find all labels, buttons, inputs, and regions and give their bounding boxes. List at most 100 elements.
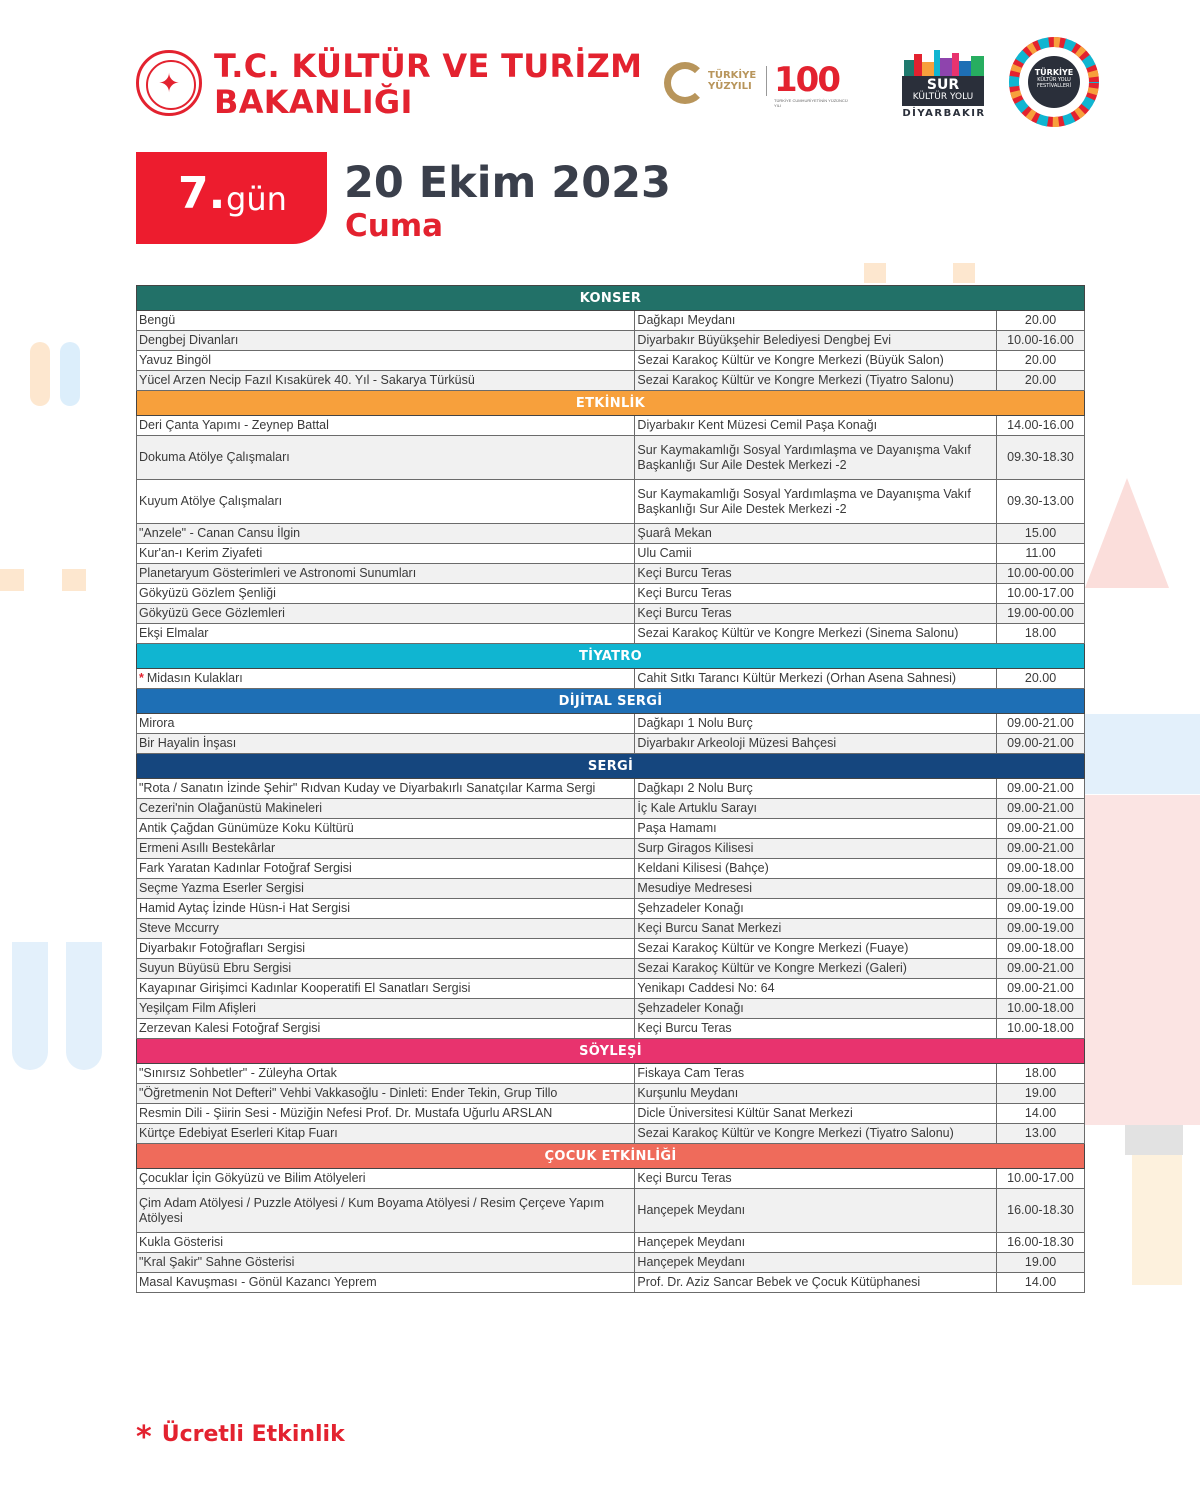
section-header-row: ETKİNLİK	[136, 390, 1085, 416]
section-title: SERGİ	[136, 753, 1085, 779]
event-row: Masal Kavuşması - Gönül Kazancı Yeprem Pr…	[135, 1272, 1085, 1293]
event-venue: Sezai Karakoç Kültür ve Kongre Merkezi (…	[634, 938, 998, 959]
event-name-cell: Masal Kavuşması - Gönül Kazancı Yeprem	[135, 1272, 636, 1293]
event-name-cell: * Midasın Kulakları	[135, 668, 636, 689]
event-name: Dokuma Atölye Çalışmaları	[139, 450, 290, 464]
event-name: Yavuz Bingöl	[139, 353, 212, 367]
decorative-block	[1125, 1125, 1183, 1155]
event-name-cell: Dokuma Atölye Çalışmaları	[135, 435, 636, 480]
event-name: Yeşilçam Film Afişleri	[139, 1001, 256, 1015]
event-row: Steve Mccurry Keçi Burcu Sanat Merkezi 09.…	[135, 918, 1085, 939]
event-time: 09.00-21.00	[996, 958, 1085, 979]
section-title: SÖYLEŞİ	[136, 1038, 1085, 1064]
event-row: Suyun Büyüsü Ebru Sergisi Sezai Karakoç K…	[135, 958, 1085, 979]
event-venue: Sezai Karakoç Kültür ve Kongre Merkezi (…	[634, 623, 998, 644]
event-row: Bir Hayalin İnşası Diyarbakır Arkeoloji M…	[135, 733, 1085, 754]
event-name-cell: "Anzele" - Canan Cansu İlgin	[135, 523, 636, 544]
event-venue: Yenikapı Caddesi No: 64	[634, 978, 998, 999]
decorative-arch	[12, 942, 48, 1070]
event-name-cell: Suyun Büyüsü Ebru Sergisi	[135, 958, 636, 979]
turkiye-yuzyili-logo: TÜRKİYE YÜZYILI 100 TÜRKİYE CUMHURİYETİN…	[664, 60, 848, 108]
event-venue: Keçi Burcu Teras	[634, 603, 998, 624]
event-row: Çim Adam Atölyesi / Puzzle Atölyesi / Ku…	[135, 1188, 1085, 1233]
event-venue: Hançepek Meydanı	[634, 1252, 998, 1273]
decorative-pill	[30, 342, 50, 406]
section-header-row: SERGİ	[136, 753, 1085, 779]
event-name-cell: Yeşilçam Film Afişleri	[135, 998, 636, 1019]
event-name: Zerzevan Kalesi Fotoğraf Sergisi	[139, 1021, 321, 1035]
event-venue: Sur Kaymakamlığı Sosyal Yardımlaşma ve D…	[634, 435, 998, 480]
event-weekday: Cuma	[345, 208, 444, 244]
event-venue: Şehzadeler Konağı	[634, 898, 998, 919]
event-name: Deri Çanta Yapımı - Zeynep Battal	[139, 418, 329, 432]
event-name: Kürtçe Edebiyat Eserleri Kitap Fuarı	[139, 1126, 338, 1140]
event-row: "Rota / Sanatın İzinde Şehir" Rıdvan Kud…	[135, 778, 1085, 799]
event-time: 09.00-21.00	[996, 838, 1085, 859]
sur-subtitle: KÜLTÜR YOLU	[912, 92, 974, 102]
day-number: 7.	[178, 168, 226, 219]
event-row: Antik Çağdan Günümüze Koku Kültürü Paşa H…	[135, 818, 1085, 839]
event-name-cell: Kuyum Atölye Çalışmaları	[135, 479, 636, 524]
event-name-cell: Yücel Arzen Necip Fazıl Kısakürek 40. Yı…	[135, 370, 636, 391]
event-time: 09.00-21.00	[996, 978, 1085, 999]
event-row: Yavuz Bingöl Sezai Karakoç Kültür ve Kong…	[135, 350, 1085, 371]
decorative-arch	[66, 942, 102, 1070]
event-venue: Prof. Dr. Aziz Sancar Bebek ve Çocuk Küt…	[634, 1272, 998, 1293]
event-venue: Keçi Burcu Sanat Merkezi	[634, 918, 998, 939]
event-venue: Sezai Karakoç Kültür ve Kongre Merkezi (…	[634, 350, 998, 371]
logo-divider	[766, 66, 767, 96]
event-name-cell: Antik Çağdan Günümüze Koku Kültürü	[135, 818, 636, 839]
event-name-cell: Kukla Gösterisi	[135, 1232, 636, 1253]
event-name: Fark Yaratan Kadınlar Fotoğraf Sergisi	[139, 861, 352, 875]
event-row: Kürtçe Edebiyat Eserleri Kitap Fuarı Seza…	[135, 1123, 1085, 1144]
event-venue: Hançepek Meydanı	[634, 1188, 998, 1233]
event-name-cell: Dengbej Divanları	[135, 330, 636, 351]
event-time: 10.00-18.00	[996, 998, 1085, 1019]
event-time: 14.00	[996, 1272, 1085, 1293]
event-venue: Keçi Burcu Teras	[634, 1168, 998, 1189]
event-name: Kuyum Atölye Çalışmaları	[139, 494, 283, 508]
event-time: 09.00-18.00	[996, 878, 1085, 899]
event-row: Gökyüzü Gece Gözlemleri Keçi Burcu Teras 1…	[135, 603, 1085, 624]
event-name-cell: Kayapınar Girişimci Kadınlar Kooperatifi…	[135, 978, 636, 999]
event-row: Yeşilçam Film Afişleri Şehzadeler Konağı 1…	[135, 998, 1085, 1019]
event-venue: Ulu Camii	[634, 543, 998, 564]
turkiye-yuzyili-text: TÜRKİYE YÜZYILI	[708, 70, 756, 92]
event-name: Çim Adam Atölyesi / Puzzle Atölyesi / Ku…	[139, 1195, 604, 1225]
schedule-body: KONSER Bengü Dağkapı Meydanı 20.00 Dengbej D…	[135, 285, 1085, 1293]
paid-event-legend: * Ücretli Etkinlik	[136, 1420, 345, 1455]
event-venue: Mesudiye Medresesi	[634, 878, 998, 899]
festival-title: TÜRKİYE	[1034, 68, 1074, 77]
event-time: 16.00-18.30	[996, 1188, 1085, 1233]
paid-star-icon: *	[139, 671, 144, 685]
decorative-block	[1085, 795, 1200, 1125]
event-venue: Keçi Burcu Teras	[634, 1018, 998, 1039]
paid-star-icon: *	[136, 1420, 152, 1455]
sur-city: DİYARBAKIR	[902, 108, 986, 119]
event-venue: Şuarâ Mekan	[634, 523, 998, 544]
event-name: Ekşi Elmalar	[139, 626, 209, 640]
event-time: 14.00-16.00	[996, 415, 1085, 436]
event-time: 09.00-18.00	[996, 858, 1085, 879]
event-time: 09.00-19.00	[996, 918, 1085, 939]
ministry-name-line2: BAKANLIĞI	[214, 83, 413, 121]
event-name: Gökyüzü Gece Gözlemleri	[139, 606, 285, 620]
page-header: T.C. KÜLTÜR VE TURİZM BAKANLIĞI TÜRKİYE …	[136, 37, 1099, 128]
event-venue: Keçi Burcu Teras	[634, 583, 998, 604]
event-name: Yücel Arzen Necip Fazıl Kısakürek 40. Yı…	[139, 373, 475, 387]
event-name-cell: "Kral Şakir" Sahne Gösterisi	[135, 1252, 636, 1273]
event-name: "Anzele" - Canan Cansu İlgin	[139, 526, 301, 540]
section-header-row: TİYATRO	[136, 643, 1085, 669]
event-name: Bengü	[139, 313, 176, 327]
event-row: Dengbej Divanları Diyarbakır Büyükşehir B…	[135, 330, 1085, 351]
festival-logo: TÜRKİYE KÜLTÜR YOLU FESTİVALLERİ	[1006, 34, 1102, 130]
event-name: Masal Kavuşması - Gönül Kazancı Yeprem	[139, 1275, 377, 1289]
event-name: Antik Çağdan Günümüze Koku Kültürü	[139, 821, 354, 835]
event-row: Resmin Dili - Şiirin Sesi - Müziğin Nefe…	[135, 1103, 1085, 1124]
event-venue: Dağkapı 1 Nolu Burç	[634, 713, 998, 734]
event-name: Kayapınar Girişimci Kadınlar Kooperatifi…	[139, 981, 471, 995]
event-name-cell: Ermeni Asıllı Bestekârlar	[135, 838, 636, 859]
event-time: 11.00	[996, 543, 1085, 564]
ministry-emblem-icon	[136, 50, 202, 116]
event-venue: Diyarbakır Kent Müzesi Cemil Paşa Konağı	[634, 415, 998, 436]
